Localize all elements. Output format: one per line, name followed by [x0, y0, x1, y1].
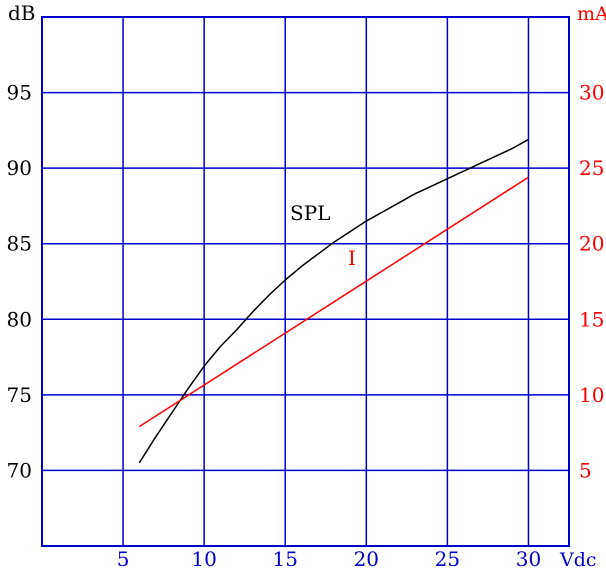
- left-tick-label: 95: [7, 81, 32, 105]
- series-line-spl: [138, 138, 529, 464]
- left-tick-label: 80: [7, 307, 32, 331]
- right-tick-label: 5: [579, 458, 592, 482]
- x-tick-label: 15: [273, 547, 298, 571]
- right-tick-label: 25: [579, 156, 604, 180]
- x-tick-label: 30: [516, 547, 541, 571]
- left-tick-label: 90: [7, 156, 32, 180]
- right-tick-label: 30: [579, 81, 604, 105]
- right-tick-label: 15: [579, 307, 604, 331]
- right-tick-label: 20: [579, 232, 604, 256]
- series-line-i: [138, 176, 529, 428]
- right-tick-label: 10: [579, 383, 604, 407]
- series-label-i: I: [348, 246, 356, 270]
- plot-frame: [41, 16, 570, 547]
- left-tick-label: 70: [7, 458, 32, 482]
- x-axis-unit: Vdc: [559, 549, 597, 571]
- left-axis-unit: dB: [8, 1, 36, 25]
- left-tick-label: 75: [7, 383, 32, 407]
- x-tick-label: 25: [435, 547, 460, 571]
- series-label-spl: SPL: [290, 201, 330, 225]
- x-tick-label: 5: [117, 547, 130, 571]
- right-axis-unit: mA: [577, 3, 606, 25]
- x-tick-label: 10: [191, 547, 216, 571]
- x-tick-label: 20: [354, 547, 379, 571]
- left-tick-label: 85: [7, 232, 32, 256]
